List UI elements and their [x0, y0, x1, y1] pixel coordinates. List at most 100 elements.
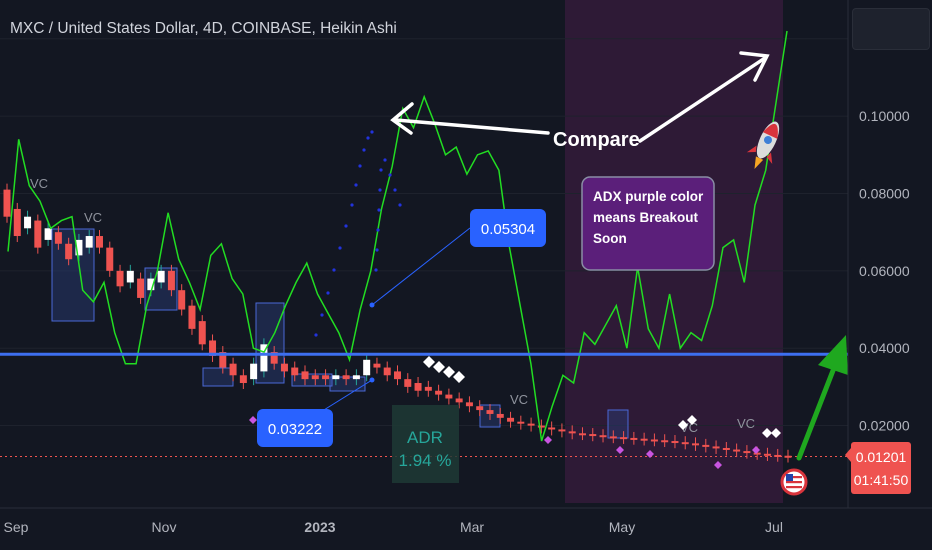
candle-body [219, 352, 227, 368]
compare-label: Compare [553, 129, 640, 151]
top-right-panel[interactable] [852, 8, 930, 50]
last-price: 0.01201 [856, 449, 907, 465]
candle-body [599, 435, 607, 438]
candle-body [722, 447, 730, 450]
candle-body [260, 344, 268, 372]
candle-body [342, 375, 350, 380]
range-box [607, 409, 629, 439]
candle-body [578, 433, 586, 436]
candle-body [95, 236, 103, 248]
candle-body [620, 437, 628, 440]
candle-body [465, 402, 473, 407]
x-tick-label: Mar [460, 519, 484, 535]
candle-body [322, 375, 330, 380]
candle-body [178, 290, 186, 310]
candle-body [209, 340, 217, 356]
candle-body [116, 270, 124, 287]
candle-body [147, 278, 155, 291]
candle-body [106, 247, 114, 271]
candle-body [527, 423, 535, 426]
candle-body [363, 359, 371, 376]
candle-body [250, 363, 258, 380]
high-price-callout [470, 209, 546, 247]
us-flag-icon [780, 468, 808, 496]
candle-body [763, 453, 771, 456]
candle-body [640, 438, 648, 441]
candle-body [784, 455, 792, 458]
vc-marker: VC [84, 210, 102, 225]
candle-body [3, 189, 11, 217]
y-tick-label: 0.06000 [859, 263, 910, 279]
low-price-callout-text: 0.03222 [268, 421, 322, 438]
last-price-tag: 0.01201 01:41:50 [845, 442, 911, 494]
high-callout-anchor [369, 302, 375, 308]
candle-body [137, 278, 145, 298]
candle-body [476, 406, 484, 411]
adr-box [392, 405, 459, 483]
candle-body [126, 270, 134, 283]
candle-body [774, 454, 782, 457]
parabolic-dots [314, 130, 402, 337]
candle-body [743, 451, 751, 454]
candle-body [198, 321, 206, 345]
candle-body [537, 425, 545, 428]
x-axis[interactable]: Sep Nov 2023 Mar May Jul [0, 507, 932, 535]
candle-body [239, 375, 247, 384]
bar-countdown: 01:41:50 [854, 472, 909, 488]
candle-body [157, 270, 165, 283]
x-tick-label: Jul [765, 519, 783, 535]
rocket-icon [746, 121, 780, 170]
candle-body [291, 367, 299, 376]
candle-body [301, 371, 309, 380]
y-tick-label: 0.10000 [859, 108, 910, 124]
candle-body [270, 352, 278, 364]
vc-marker: VC [510, 392, 528, 407]
candle-body [445, 394, 453, 399]
candle-body [332, 375, 340, 380]
high-callout-connector [371, 227, 471, 306]
candle-body [548, 427, 556, 430]
candle-body [424, 386, 432, 391]
candle-body [435, 390, 443, 395]
candle-body [75, 239, 83, 256]
candle-body [692, 443, 700, 446]
adr-value: 1.94 % [399, 451, 452, 470]
candle-body [568, 431, 576, 434]
candle-body [311, 375, 319, 380]
candle-body [486, 410, 494, 414]
candle-body [13, 208, 21, 237]
candle-body [85, 236, 93, 248]
vc-marker: VC [737, 416, 755, 431]
candle-body [167, 270, 175, 291]
candle-body [496, 413, 504, 418]
candle-body [373, 363, 381, 368]
adx-note-text: ADX purple color means Breakout Soon [593, 189, 707, 246]
candle-body [507, 417, 515, 422]
x-tick-label: Nov [152, 519, 177, 535]
candle-body [394, 371, 401, 380]
purple-diamonds [249, 416, 760, 469]
chart-title: MXC / United States Dollar, 4D, COINBASE… [10, 20, 397, 37]
y-tick-label: 0.02000 [859, 418, 910, 434]
x-tick-label: May [609, 519, 635, 535]
candle-body [188, 305, 196, 329]
breakout-arrow [796, 335, 848, 461]
compare-arrows [390, 51, 770, 143]
candle-body [414, 383, 422, 391]
candle-body [630, 437, 638, 440]
candle-body [280, 363, 288, 372]
low-price-callout [257, 409, 333, 447]
candle-body [24, 216, 32, 229]
candle-body [44, 228, 52, 240]
candle-body [352, 375, 360, 380]
y-tick-label: 0.08000 [859, 185, 910, 201]
candles [3, 183, 792, 463]
range-box [202, 367, 234, 387]
candle-body [733, 449, 741, 452]
white-diamonds [423, 356, 781, 438]
candle-body [455, 398, 463, 403]
low-callout-anchor [369, 377, 375, 383]
candle-body [650, 439, 658, 442]
